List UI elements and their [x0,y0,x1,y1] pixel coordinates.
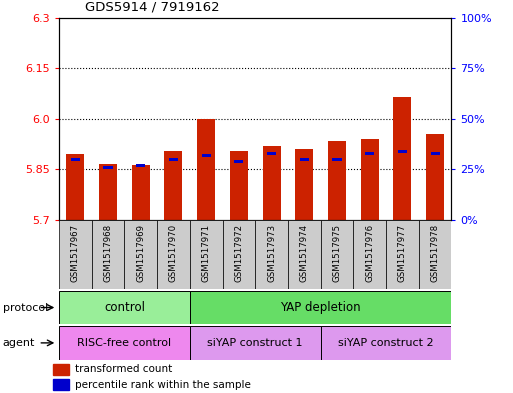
Bar [53,379,69,390]
Text: siYAP construct 1: siYAP construct 1 [207,338,303,348]
Bar [263,146,281,220]
Bar [53,364,69,375]
Bar [365,152,374,155]
Bar [190,326,321,360]
Bar [59,220,92,289]
Bar [92,220,124,289]
Text: siYAP construct 2: siYAP construct 2 [338,338,434,348]
Bar [426,134,444,220]
Bar [300,158,309,161]
Text: RISC-free control: RISC-free control [77,338,171,348]
Bar [353,220,386,289]
Bar [157,220,190,289]
Bar [361,139,379,220]
Bar [132,165,150,220]
Text: GSM1517971: GSM1517971 [202,224,211,282]
Bar [99,164,117,220]
Bar [321,220,353,289]
Bar [223,220,255,289]
Bar [136,164,145,167]
Text: GSM1517967: GSM1517967 [71,224,80,282]
Text: GSM1517973: GSM1517973 [267,224,276,282]
Text: GSM1517974: GSM1517974 [300,224,309,282]
Bar [295,149,313,220]
Text: YAP depletion: YAP depletion [280,301,361,314]
Bar [398,150,407,153]
Text: GSM1517978: GSM1517978 [430,224,440,282]
Bar [169,158,178,161]
Bar [66,154,84,220]
Text: protocol: protocol [3,303,48,312]
Bar [328,141,346,220]
Text: GSM1517976: GSM1517976 [365,224,374,282]
Text: GSM1517977: GSM1517977 [398,224,407,282]
Text: GSM1517975: GSM1517975 [332,224,342,282]
Bar [430,152,440,155]
Text: GSM1517970: GSM1517970 [169,224,178,282]
Bar [124,220,157,289]
Text: GDS5914 / 7919162: GDS5914 / 7919162 [85,1,219,14]
Bar [393,97,411,220]
Bar [165,151,183,220]
Bar [255,220,288,289]
Bar [197,119,215,220]
Text: transformed count: transformed count [75,364,172,374]
Bar [190,291,451,324]
Text: GSM1517972: GSM1517972 [234,224,243,282]
Text: GSM1517969: GSM1517969 [136,224,145,281]
Bar [190,220,223,289]
Bar [321,326,451,360]
Bar [288,220,321,289]
Bar [230,151,248,220]
Text: agent: agent [3,338,35,348]
Bar [59,326,190,360]
Text: control: control [104,301,145,314]
Bar [71,158,80,161]
Bar [267,152,276,155]
Bar [234,160,244,163]
Bar [104,166,113,169]
Bar [419,220,451,289]
Text: GSM1517968: GSM1517968 [104,224,112,282]
Bar [332,158,342,161]
Bar [202,154,211,157]
Bar [386,220,419,289]
Text: percentile rank within the sample: percentile rank within the sample [75,380,251,389]
Bar [59,291,190,324]
